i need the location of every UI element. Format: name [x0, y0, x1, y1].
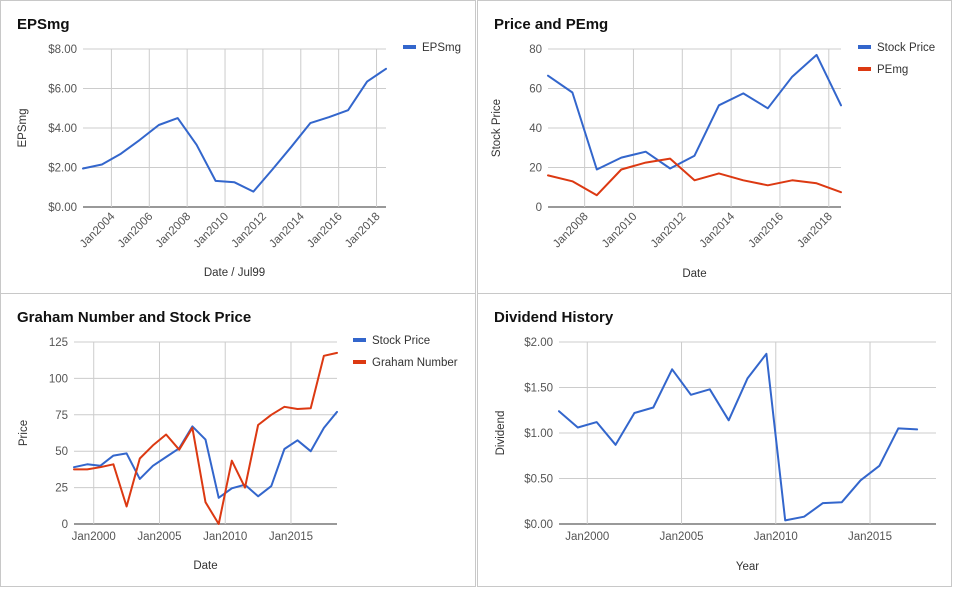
y-tick-label: $4.00	[48, 123, 77, 135]
y-axis-title: Dividend	[495, 411, 507, 456]
x-tick-label: Jan2000	[72, 531, 116, 543]
series-line	[82, 67, 387, 193]
x-axis-title: Date / Jul99	[204, 267, 265, 279]
x-tick-label: Jan2015	[848, 531, 892, 543]
x-tick-label: Jan2010	[754, 531, 798, 543]
legend-label: Graham Number	[372, 357, 458, 369]
y-tick-label: $1.50	[524, 383, 553, 395]
x-tick-label: Jan2016	[746, 211, 786, 251]
legend-swatch	[858, 67, 871, 71]
y-axis-title: EPSmg	[17, 109, 29, 148]
chart-svg: Dividend History $0.00 $0.50 $1.00 $1.50 $2.0…	[494, 309, 936, 573]
y-axis-title: Stock Price	[491, 99, 503, 157]
x-tick-label: Jan2010	[191, 211, 231, 251]
series-line	[547, 53, 842, 171]
chart-title: Dividend History	[494, 309, 614, 326]
x-tick-label: Jan2014	[698, 210, 738, 250]
legend-label: EPSmg	[422, 42, 461, 54]
y-axis-title: Price	[18, 420, 30, 446]
legend-swatch	[858, 45, 871, 49]
series-line	[547, 157, 842, 197]
y-tick-label: $2.00	[524, 337, 553, 349]
series-line	[558, 352, 919, 522]
chart-panel-price-pemg: Price and PEmg 0 20 40 60 80 Jan2008 Jan2010 Jan…	[477, 0, 952, 294]
y-tick-label: 25	[55, 483, 68, 495]
x-tick-label: Jan2012	[229, 211, 269, 251]
x-tick-label: Jan2010	[600, 211, 640, 251]
y-tick-label: 50	[55, 446, 68, 458]
y-tick-label: 100	[49, 373, 68, 385]
x-tick-label: Jan2004	[78, 210, 118, 250]
y-tick-label: $0.00	[524, 519, 553, 531]
series-line	[73, 351, 338, 525]
x-tick-label: Jan2000	[565, 531, 609, 543]
chart-svg: Graham Number and Stock Price 0 25 50 75 100 1…	[17, 309, 458, 572]
x-axis-title: Date	[682, 268, 706, 280]
chart-panel-dividend: Dividend History $0.00 $0.50 $1.00 $1.50 $2.0…	[477, 293, 952, 587]
y-tick-label: 75	[55, 410, 68, 422]
y-tick-label: $2.00	[48, 163, 77, 175]
y-tick-label: 40	[529, 123, 542, 135]
x-tick-label: Jan2008	[154, 211, 194, 251]
y-tick-label: 0	[536, 202, 542, 214]
x-tick-label: Jan2005	[137, 531, 181, 543]
series-line	[73, 410, 338, 499]
x-tick-label: Jan2006	[116, 211, 156, 251]
y-tick-label: $0.00	[48, 202, 77, 214]
y-tick-label: $6.00	[48, 84, 77, 96]
chart-title: Price and PEmg	[494, 16, 608, 33]
x-tick-label: Jan2010	[203, 531, 247, 543]
chart-panel-graham: Graham Number and Stock Price 0 25 50 75 100 1…	[0, 293, 476, 587]
legend-label: Stock Price	[372, 335, 430, 347]
y-tick-label: 60	[529, 84, 542, 96]
x-tick-label: Jan2018	[795, 211, 835, 251]
chart-panel-epsmg: EPSmg $0.00 $2.00 $4.00 $6.00 $8.00 Jan2004 Jan…	[0, 0, 476, 294]
x-axis-title: Date	[193, 560, 217, 572]
chart-title: Graham Number and Stock Price	[17, 309, 251, 326]
legend-swatch	[353, 360, 366, 364]
y-tick-label: $1.00	[524, 428, 553, 440]
chart-title: EPSmg	[17, 16, 70, 33]
y-tick-label: 20	[529, 163, 542, 175]
x-axis-title: Year	[736, 561, 759, 573]
chart-svg: EPSmg$0.00$2.00$4.00$6.00$8.00Jan2004Jan…	[17, 16, 461, 279]
x-tick-label: Jan2005	[659, 531, 703, 543]
legend-label: PEmg	[877, 64, 908, 76]
x-tick-label: Jan2012	[649, 211, 689, 251]
x-tick-label: Jan2014	[267, 210, 307, 250]
y-tick-label: 0	[62, 519, 68, 531]
legend-swatch	[353, 338, 366, 342]
legend-label: Stock Price	[877, 42, 935, 54]
x-tick-label: Jan2016	[305, 211, 345, 251]
legend-swatch	[403, 45, 416, 49]
y-tick-label: 80	[529, 44, 542, 56]
x-tick-label: Jan2008	[551, 211, 591, 251]
x-tick-label: Jan2015	[269, 531, 313, 543]
x-tick-label: Jan2018	[343, 211, 383, 251]
y-tick-label: $8.00	[48, 44, 77, 56]
y-tick-label: $0.50	[524, 474, 553, 486]
y-tick-label: 125	[49, 337, 68, 349]
